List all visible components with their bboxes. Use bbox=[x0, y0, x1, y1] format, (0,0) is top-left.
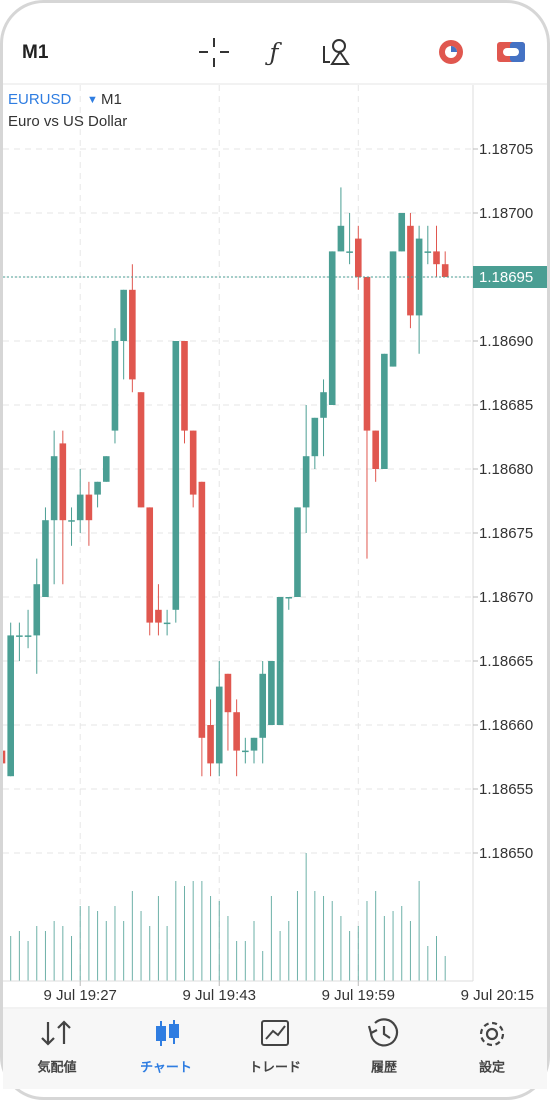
candle-body bbox=[311, 417, 319, 457]
settings-icon[interactable] bbox=[479, 1021, 505, 1047]
candle-body bbox=[407, 225, 414, 316]
candle-body bbox=[224, 673, 232, 713]
candle-body bbox=[285, 597, 293, 599]
objects-icon[interactable] bbox=[323, 39, 350, 65]
quotes-icon[interactable] bbox=[41, 1020, 71, 1046]
candle-body bbox=[363, 277, 371, 431]
candle-body bbox=[207, 725, 214, 764]
candle-body bbox=[424, 251, 432, 253]
nav-labels: 気配値 チャート トレード 履歴 設定 bbox=[37, 1059, 505, 1074]
nav-label[interactable]: 気配値 bbox=[37, 1059, 76, 1074]
candle-body bbox=[3, 750, 6, 764]
indicators-icon[interactable]: ƒ bbox=[265, 39, 283, 67]
y-tick-label: 1.18650 bbox=[479, 845, 533, 862]
candle-body bbox=[398, 213, 406, 252]
candle-body bbox=[381, 353, 388, 469]
candle-body bbox=[24, 635, 32, 637]
plot-area bbox=[3, 85, 473, 981]
candle-body bbox=[163, 622, 171, 625]
symbol[interactable]: EURUSD bbox=[8, 91, 72, 108]
candle-body bbox=[111, 341, 119, 431]
candle-body bbox=[181, 341, 188, 431]
candle-body bbox=[302, 456, 310, 508]
candle-body bbox=[59, 443, 67, 521]
candle-body bbox=[328, 251, 336, 405]
axes: 1.18705 1.18700 1.18695 1.18690 1.18685 1.186… bbox=[44, 141, 547, 1004]
chart-icon[interactable] bbox=[156, 1020, 179, 1046]
y-tick-label: 1.18685 bbox=[479, 397, 533, 414]
y-tick-label: 1.18665 bbox=[479, 653, 533, 670]
candle-body bbox=[68, 520, 75, 522]
y-tick-label: 1.18675 bbox=[479, 525, 533, 542]
candle-body bbox=[120, 289, 127, 341]
symbol-dropdown-arrow[interactable]: ▼ bbox=[87, 94, 98, 106]
candle-body bbox=[337, 225, 345, 252]
candle-body bbox=[102, 456, 110, 482]
nav-bar bbox=[3, 1009, 547, 1089]
y-tick-label: 1.18680 bbox=[479, 461, 533, 478]
current-price-label: 1.18695 bbox=[479, 269, 533, 286]
y-tick-label: 1.18655 bbox=[479, 781, 533, 798]
candle-body bbox=[294, 507, 301, 597]
candle-body bbox=[189, 430, 197, 495]
candle-body bbox=[137, 392, 145, 508]
candle-body bbox=[268, 661, 275, 725]
timeframe-button[interactable]: M1 bbox=[22, 42, 49, 63]
y-tick-label: 1.18670 bbox=[479, 589, 533, 606]
candle-body bbox=[155, 609, 162, 623]
nav-label[interactable]: トレード bbox=[249, 1059, 301, 1074]
candle-body bbox=[346, 251, 353, 253]
x-tick-label: 9 Jul 19:43 bbox=[183, 987, 256, 1004]
crosshair-icon[interactable] bbox=[199, 38, 229, 67]
trade-icon[interactable] bbox=[439, 40, 463, 64]
current-price-tag bbox=[473, 266, 547, 288]
nav-label[interactable]: チャート bbox=[140, 1059, 192, 1074]
candle-body bbox=[215, 686, 223, 764]
y-tick-label: 1.18690 bbox=[479, 333, 533, 350]
candle-body bbox=[233, 712, 240, 751]
trade-icon-nav[interactable] bbox=[261, 1020, 289, 1046]
x-tick-label: 9 Jul 19:27 bbox=[44, 987, 117, 1004]
y-tick-label: 1.18660 bbox=[479, 717, 533, 734]
x-tick-label: 9 Jul 19:59 bbox=[322, 987, 395, 1004]
candle-body bbox=[129, 289, 136, 380]
candle-body bbox=[242, 750, 249, 753]
y-tick-label: 1.18700 bbox=[479, 205, 533, 222]
candle-body bbox=[320, 392, 327, 418]
y-tick-label: 1.18705 bbox=[479, 141, 533, 158]
candle-body bbox=[372, 430, 379, 469]
candle-body bbox=[259, 673, 266, 738]
candle-body bbox=[441, 264, 449, 277]
candle-body bbox=[172, 341, 180, 610]
candle-body bbox=[354, 238, 362, 277]
nav-label[interactable]: 設定 bbox=[479, 1059, 505, 1074]
candle-body bbox=[94, 481, 101, 495]
candle-body bbox=[76, 494, 84, 521]
account-icon[interactable] bbox=[497, 42, 525, 62]
candle-body bbox=[389, 251, 397, 367]
candle-body bbox=[16, 635, 23, 637]
candle-body bbox=[146, 507, 154, 623]
candle-body bbox=[198, 481, 206, 738]
candle-body bbox=[85, 494, 93, 521]
symbol-description: Euro vs US Dollar bbox=[8, 113, 127, 130]
history-icon[interactable] bbox=[367, 1018, 399, 1047]
chart-timeframe: M1 bbox=[101, 91, 122, 108]
candle-body bbox=[250, 737, 258, 751]
candle-body bbox=[433, 251, 440, 265]
x-tick-label: 9 Jul 20:15 bbox=[461, 987, 534, 1004]
candle-body bbox=[276, 597, 284, 725]
candle-body bbox=[33, 584, 41, 636]
candle-body bbox=[7, 635, 14, 777]
candle-body bbox=[50, 456, 58, 521]
candle-body bbox=[42, 520, 49, 597]
nav-label[interactable]: 履歴 bbox=[371, 1059, 397, 1074]
